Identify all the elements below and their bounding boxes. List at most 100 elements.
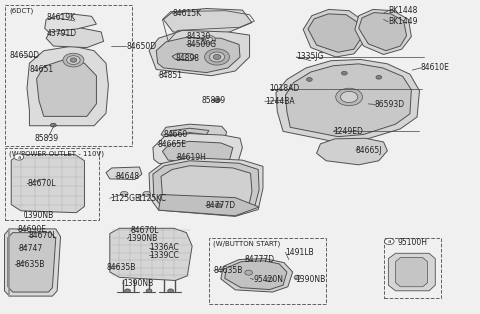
Text: 1390NB: 1390NB bbox=[24, 211, 54, 220]
Circle shape bbox=[67, 56, 80, 64]
Polygon shape bbox=[36, 60, 96, 116]
Polygon shape bbox=[156, 38, 240, 73]
Polygon shape bbox=[149, 30, 250, 76]
Polygon shape bbox=[161, 124, 227, 142]
Text: 84650D: 84650D bbox=[9, 51, 39, 60]
Text: 84777D: 84777D bbox=[205, 201, 236, 210]
Text: 84670L: 84670L bbox=[131, 226, 159, 235]
Polygon shape bbox=[8, 233, 56, 292]
Polygon shape bbox=[355, 9, 411, 54]
Text: 1335JG: 1335JG bbox=[297, 52, 324, 62]
Polygon shape bbox=[153, 161, 259, 214]
Circle shape bbox=[294, 275, 301, 279]
Polygon shape bbox=[149, 158, 263, 216]
Polygon shape bbox=[359, 13, 407, 51]
Bar bbox=[5, 148, 99, 219]
Polygon shape bbox=[170, 128, 209, 135]
Circle shape bbox=[384, 238, 394, 245]
Text: 1125GB: 1125GB bbox=[110, 194, 140, 203]
Text: 84500G: 84500G bbox=[186, 40, 216, 49]
Text: 84670L: 84670L bbox=[27, 179, 56, 188]
Circle shape bbox=[125, 289, 131, 293]
Text: a: a bbox=[387, 239, 391, 244]
Text: 84619K: 84619K bbox=[46, 14, 75, 22]
Polygon shape bbox=[106, 167, 142, 180]
Text: 1018AD: 1018AD bbox=[270, 84, 300, 93]
Polygon shape bbox=[317, 138, 387, 165]
Circle shape bbox=[120, 192, 128, 196]
Text: (W/BUTTON START): (W/BUTTON START) bbox=[213, 241, 280, 247]
Circle shape bbox=[307, 78, 312, 81]
Text: BK1448: BK1448 bbox=[388, 6, 418, 15]
Text: a: a bbox=[17, 154, 21, 160]
Text: 84651: 84651 bbox=[29, 65, 54, 74]
Text: 84330: 84330 bbox=[186, 32, 211, 41]
Circle shape bbox=[341, 71, 347, 75]
Text: 84610E: 84610E bbox=[421, 63, 450, 73]
Text: 84665E: 84665E bbox=[157, 140, 187, 149]
Text: 84690E: 84690E bbox=[17, 225, 47, 234]
Polygon shape bbox=[163, 8, 252, 34]
Polygon shape bbox=[27, 46, 108, 126]
Text: (W/POWER OUTLET - 110V): (W/POWER OUTLET - 110V) bbox=[9, 150, 104, 157]
Circle shape bbox=[202, 35, 216, 44]
Text: 84898: 84898 bbox=[176, 54, 200, 63]
Text: 1125KC: 1125KC bbox=[137, 194, 166, 203]
Text: 84635B: 84635B bbox=[107, 263, 136, 272]
Text: 1491LB: 1491LB bbox=[286, 248, 314, 257]
Polygon shape bbox=[303, 9, 364, 57]
Polygon shape bbox=[158, 194, 259, 216]
Circle shape bbox=[209, 52, 225, 62]
Text: BK1449: BK1449 bbox=[388, 18, 418, 26]
Text: (6DCT): (6DCT) bbox=[9, 8, 34, 14]
Polygon shape bbox=[162, 141, 233, 164]
Circle shape bbox=[214, 98, 220, 102]
Text: 84660: 84660 bbox=[163, 130, 188, 139]
Polygon shape bbox=[308, 14, 360, 52]
Polygon shape bbox=[45, 13, 96, 32]
Circle shape bbox=[146, 289, 152, 293]
Text: 1390NB: 1390NB bbox=[295, 275, 325, 284]
Polygon shape bbox=[172, 53, 196, 61]
Text: 85839: 85839 bbox=[34, 134, 59, 143]
Text: 95100H: 95100H bbox=[398, 238, 428, 247]
Text: 84747: 84747 bbox=[19, 244, 43, 253]
Polygon shape bbox=[388, 253, 435, 291]
Polygon shape bbox=[153, 133, 242, 168]
Text: 84635B: 84635B bbox=[214, 266, 243, 275]
Bar bbox=[209, 238, 326, 304]
Polygon shape bbox=[110, 228, 192, 280]
Polygon shape bbox=[161, 166, 252, 212]
Polygon shape bbox=[276, 59, 420, 142]
Circle shape bbox=[336, 88, 362, 106]
Text: 95420N: 95420N bbox=[253, 275, 283, 284]
Circle shape bbox=[245, 270, 252, 275]
Text: 1390NB: 1390NB bbox=[128, 235, 158, 243]
Text: 86593D: 86593D bbox=[375, 100, 405, 109]
Text: 84615K: 84615K bbox=[172, 9, 201, 18]
Polygon shape bbox=[221, 259, 293, 292]
Circle shape bbox=[376, 75, 382, 79]
Text: 84670L: 84670L bbox=[28, 231, 57, 240]
Circle shape bbox=[70, 58, 77, 62]
Polygon shape bbox=[396, 258, 428, 287]
Circle shape bbox=[266, 277, 273, 282]
Circle shape bbox=[215, 203, 222, 208]
Circle shape bbox=[340, 91, 358, 103]
Bar bbox=[384, 238, 441, 298]
Circle shape bbox=[143, 192, 151, 196]
Text: 84665J: 84665J bbox=[356, 146, 383, 154]
Text: 1336AC: 1336AC bbox=[149, 243, 179, 252]
Circle shape bbox=[50, 123, 56, 127]
Circle shape bbox=[63, 53, 84, 67]
Text: 1249ED: 1249ED bbox=[333, 127, 363, 136]
Polygon shape bbox=[46, 27, 104, 48]
Text: 84635B: 84635B bbox=[15, 260, 45, 269]
Circle shape bbox=[14, 154, 24, 160]
Text: 84777D: 84777D bbox=[245, 255, 275, 264]
Circle shape bbox=[204, 49, 229, 65]
Circle shape bbox=[168, 289, 173, 293]
Text: 1339CC: 1339CC bbox=[149, 251, 179, 260]
Text: 43791D: 43791D bbox=[46, 29, 76, 38]
Polygon shape bbox=[4, 229, 60, 296]
